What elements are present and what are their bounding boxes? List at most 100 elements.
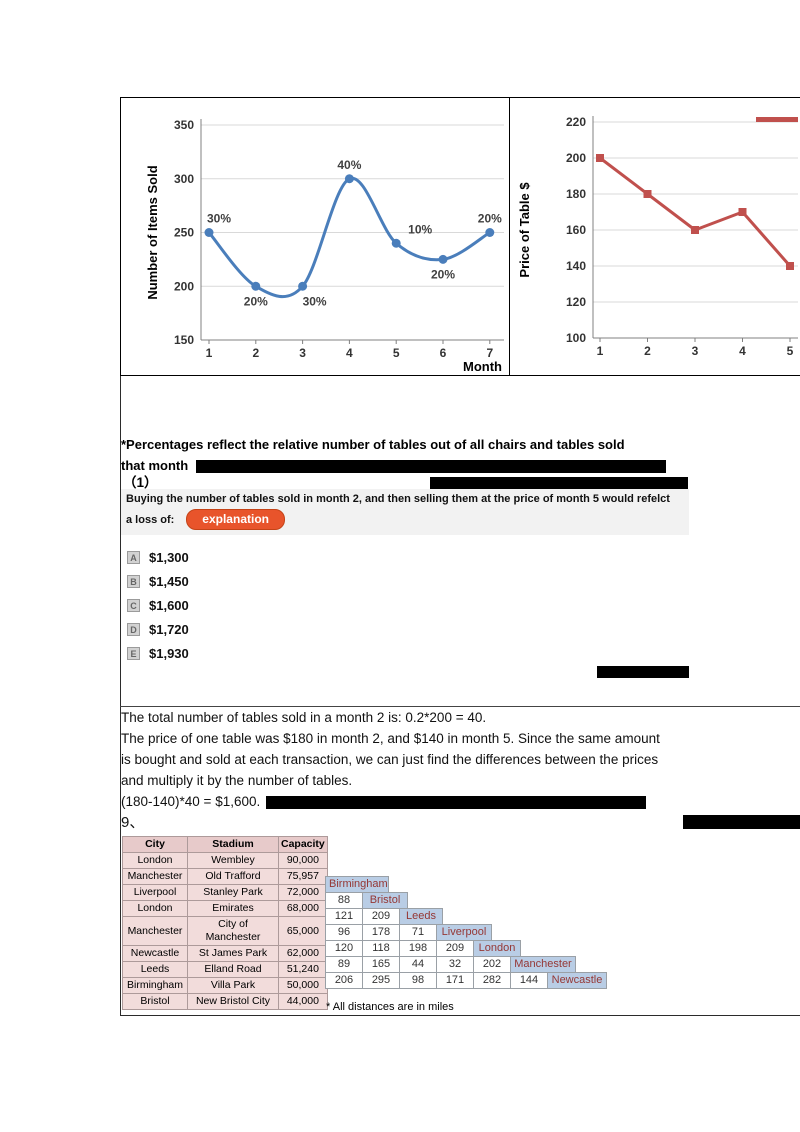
- svg-text:5: 5: [393, 346, 400, 360]
- svg-text:140: 140: [566, 259, 586, 273]
- option-value: $1,450: [149, 574, 189, 589]
- stadium-header-cell: Stadium: [187, 836, 279, 853]
- distance-value-cell: 98: [399, 972, 437, 989]
- distance-value-cell: 71: [399, 924, 437, 941]
- items-sold-chart: 150 200 250 300 350 1 2 3 4 5 6 7 30% 20% 30% 40% 10% 20%…: [120, 97, 510, 376]
- distance-value-cell: 89: [325, 956, 363, 973]
- stadium-cell: London: [122, 852, 188, 869]
- svg-text:120: 120: [566, 295, 586, 309]
- explanation-line: The price of one table was $180 in month…: [121, 731, 660, 746]
- svg-text:Number of Items Sold: Number of Items Sold: [145, 165, 160, 299]
- question-text-line2: a loss of:: [126, 513, 175, 526]
- stadium-cell: Wembley: [187, 852, 279, 869]
- stadium-cell: City of Manchester: [187, 916, 279, 946]
- svg-text:20%: 20%: [478, 212, 502, 226]
- answer-option-d[interactable]: D $1,720: [127, 622, 189, 637]
- svg-text:2: 2: [644, 344, 651, 358]
- stadium-cell: Manchester: [122, 916, 188, 946]
- stadium-row: Leeds Elland Road 51,240: [122, 961, 328, 978]
- table-price-chart: 100 120 140 160 180 200 220 1 2 3 4 5 Price of Table…: [510, 97, 800, 376]
- svg-text:160: 160: [566, 223, 586, 237]
- option-value: $1,720: [149, 622, 189, 637]
- svg-text:30%: 30%: [303, 294, 327, 308]
- distance-row: 88 Bristol: [325, 892, 607, 909]
- explanation-line: and multiply it by the number of tables.: [121, 773, 353, 788]
- svg-text:3: 3: [692, 344, 699, 358]
- explanation-line: (180-140)*40 = $1,600.: [121, 791, 660, 812]
- svg-text:100: 100: [566, 331, 586, 345]
- distance-row: Birmingham: [325, 876, 607, 893]
- distance-value-cell: 178: [362, 924, 400, 941]
- distance-city-cell: Liverpool: [436, 924, 492, 941]
- stadium-row: Liverpool Stanley Park 72,000: [122, 884, 328, 901]
- distance-city-cell: London: [473, 940, 521, 957]
- stadium-header-cell: City: [122, 836, 188, 853]
- distance-value-cell: 171: [436, 972, 474, 989]
- answer-option-c[interactable]: C $1,600: [127, 598, 189, 613]
- distance-city-cell: Bristol: [362, 892, 408, 909]
- stadium-row: London Wembley 90,000: [122, 852, 328, 869]
- svg-text:30%: 30%: [207, 212, 231, 226]
- option-value: $1,300: [149, 550, 189, 565]
- distance-value-cell: 165: [362, 956, 400, 973]
- stadium-cell: St James Park: [187, 945, 279, 962]
- percentages-note-line2: that month: [121, 455, 667, 476]
- svg-text:200: 200: [566, 151, 586, 165]
- svg-text:10%: 10%: [408, 222, 432, 236]
- stadium-cell: New Bristol City: [187, 993, 279, 1010]
- svg-text:200: 200: [174, 279, 194, 293]
- answer-option-b[interactable]: B $1,450: [127, 574, 189, 589]
- distance-row: 89 165 44 32 202 Manchester: [325, 956, 607, 973]
- distance-value-cell: 209: [362, 908, 400, 925]
- distance-matrix: Birmingham 88 Bristol 121 209 Leeds 96 178 71 Liv…: [325, 876, 607, 989]
- stadium-header-row: City Stadium Capacity: [122, 836, 328, 853]
- percentages-note-line1: *Percentages reflect the relative number…: [121, 437, 625, 452]
- explanation-section: The total number of tables sold in a mon…: [121, 707, 660, 833]
- option-value: $1,930: [149, 646, 189, 661]
- svg-text:2: 2: [252, 346, 259, 360]
- svg-text:4: 4: [346, 346, 353, 360]
- answer-option-a[interactable]: A $1,300: [127, 550, 189, 565]
- redaction-bar: [683, 815, 800, 829]
- svg-text:220: 220: [566, 115, 586, 129]
- svg-text:40%: 40%: [337, 158, 361, 172]
- svg-text:300: 300: [174, 172, 194, 186]
- option-letter-icon: D: [127, 623, 140, 636]
- distance-city-cell: Newcastle: [547, 972, 607, 989]
- stadium-cell: 44,000: [278, 993, 328, 1010]
- redaction-bar: [430, 477, 688, 489]
- svg-text:5: 5: [787, 344, 794, 358]
- distance-value-cell: 282: [473, 972, 511, 989]
- svg-text:Month: Month: [463, 359, 502, 374]
- distance-city-cell: Manchester: [510, 956, 576, 973]
- svg-text:150: 150: [174, 333, 194, 347]
- distance-row: 120 118 198 209 London: [325, 940, 607, 957]
- distance-city-cell: Birmingham: [325, 876, 389, 893]
- stadium-cell: Birmingham: [122, 977, 188, 994]
- svg-text:6: 6: [440, 346, 447, 360]
- distance-row: 96 178 71 Liverpool: [325, 924, 607, 941]
- explanation-button[interactable]: explanation: [186, 509, 285, 530]
- option-letter-icon: C: [127, 599, 140, 612]
- distance-value-cell: 121: [325, 908, 363, 925]
- svg-text:7: 7: [486, 346, 493, 360]
- svg-text:250: 250: [174, 226, 194, 240]
- stadium-table: City Stadium Capacity London Wembley 90,000 Ma…: [122, 836, 328, 1010]
- svg-text:20%: 20%: [244, 294, 268, 308]
- stadium-cell: Elland Road: [187, 961, 279, 978]
- option-letter-icon: E: [127, 647, 140, 660]
- stadium-cell: 65,000: [278, 916, 328, 946]
- stadium-row: Birmingham Villa Park 50,000: [122, 977, 328, 994]
- svg-text:3: 3: [299, 346, 306, 360]
- answer-option-e[interactable]: E $1,930: [127, 646, 189, 661]
- distance-value-cell: 198: [399, 940, 437, 957]
- section-divider: [120, 706, 800, 707]
- stadium-row: Manchester City of Manchester 65,000: [122, 916, 328, 946]
- percentages-note: *Percentages reflect the relative number…: [121, 434, 667, 476]
- svg-text:20%: 20%: [431, 267, 455, 281]
- redaction-bar: [266, 795, 647, 809]
- stadium-cell: 72,000: [278, 884, 328, 901]
- stadium-cell: London: [122, 900, 188, 917]
- redaction-bar: [196, 460, 667, 474]
